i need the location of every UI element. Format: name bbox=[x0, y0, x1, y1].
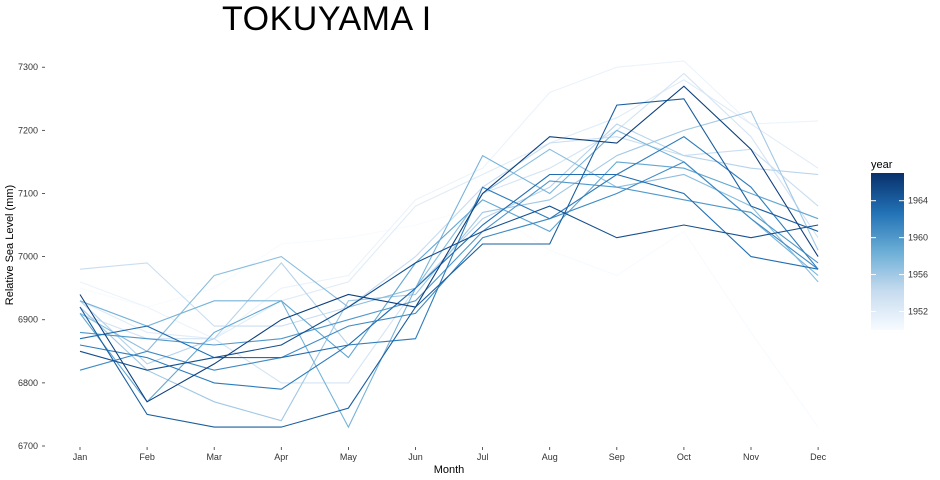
x-axis-title: Month bbox=[434, 464, 465, 476]
series-line-1965 bbox=[79, 205, 819, 371]
series-line-1963 bbox=[79, 173, 819, 359]
x-tick-label: Nov bbox=[743, 452, 760, 462]
series-line-1959 bbox=[79, 161, 819, 403]
y-tick-label: 6900 bbox=[18, 315, 38, 325]
series-line-1964 bbox=[79, 98, 819, 428]
y-tick-label: 6700 bbox=[18, 441, 38, 451]
x-tick-label: Aug bbox=[542, 452, 558, 462]
x-tick-label: Jul bbox=[477, 452, 489, 462]
legend: year 1964 1960 1956 1952 bbox=[871, 159, 928, 330]
x-tick-label: Feb bbox=[139, 452, 155, 462]
x-tick-label: Jan bbox=[73, 452, 88, 462]
y-tick-label: 7100 bbox=[18, 188, 38, 198]
y-axis: 6700 6800 6900 7000 7100 7200 7300 bbox=[18, 62, 45, 451]
x-tick-label: Dec bbox=[810, 452, 827, 462]
x-tick-label: Sep bbox=[609, 452, 625, 462]
series-line-1950 bbox=[79, 205, 819, 428]
y-axis-title: Relative Sea Level (mm) bbox=[4, 185, 16, 305]
y-tick-label: 7300 bbox=[18, 62, 38, 72]
x-tick-label: Jun bbox=[408, 452, 423, 462]
x-tick-label: May bbox=[340, 452, 358, 462]
series-line-1957 bbox=[79, 148, 819, 352]
series-line-1966 bbox=[79, 85, 819, 403]
x-tick-label: Mar bbox=[206, 452, 222, 462]
series-line-1962 bbox=[79, 136, 819, 390]
x-tick-label: Oct bbox=[677, 452, 692, 462]
series-layer bbox=[79, 60, 819, 429]
legend-colorbar bbox=[871, 173, 904, 330]
legend-ticks: 1964 1960 1956 1952 bbox=[871, 196, 928, 317]
y-tick-label: 7200 bbox=[18, 125, 38, 135]
legend-tick-label: 1964 bbox=[908, 196, 928, 206]
chart-title: TOKUYAMA I bbox=[222, 0, 432, 38]
legend-tick-label: 1952 bbox=[908, 307, 928, 317]
legend-title: year bbox=[871, 159, 893, 171]
x-tick-label: Apr bbox=[274, 452, 288, 462]
series-line-1956 bbox=[79, 110, 819, 422]
y-tick-label: 7000 bbox=[18, 252, 38, 262]
series-line-1958 bbox=[79, 129, 819, 429]
series-line-1952 bbox=[79, 79, 819, 340]
legend-tick-label: 1960 bbox=[908, 233, 928, 243]
series-line-1951 bbox=[79, 60, 819, 340]
x-axis: Jan Feb Mar Apr May Jun Jul Aug Sep Oct Nov Dec bbox=[73, 447, 827, 462]
series-line-1960 bbox=[79, 180, 819, 346]
legend-tick-label: 1956 bbox=[908, 270, 928, 280]
y-tick-label: 6800 bbox=[18, 378, 38, 388]
